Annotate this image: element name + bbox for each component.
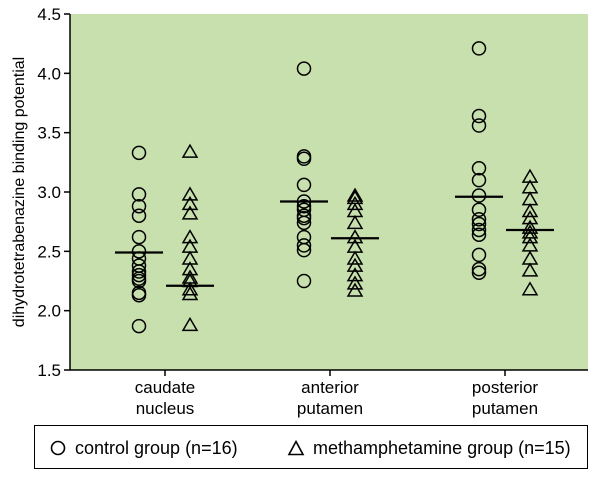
methamphetamine-point xyxy=(346,229,364,244)
methamphetamine-point xyxy=(181,143,199,158)
control-point xyxy=(131,208,147,223)
plot-area xyxy=(70,14,588,370)
legend: control group (n=16) methamphetamine gro… xyxy=(34,425,588,469)
methamphetamine-point xyxy=(181,229,199,244)
y-axis-label: dihydrotetrabenazine binding potential xyxy=(11,57,28,327)
methamphetamine-point xyxy=(521,202,539,218)
control-point xyxy=(471,161,487,176)
y-tick-label: 3.0 xyxy=(37,183,61,202)
x-tick-label: putamen xyxy=(297,399,363,418)
control-point xyxy=(471,172,487,188)
control-point xyxy=(471,216,487,232)
methamphetamine-point xyxy=(181,186,199,201)
legend-item-meth: methamphetamine group (n=15) xyxy=(287,426,571,470)
methamphetamine-point xyxy=(346,195,364,211)
methamphetamine-point xyxy=(181,316,199,332)
control-point xyxy=(131,273,147,289)
control-point xyxy=(471,222,487,238)
methamphetamine-point xyxy=(521,262,539,277)
x-tick-label: nucleus xyxy=(136,399,195,418)
control-point xyxy=(131,229,147,245)
control-point xyxy=(471,261,487,277)
y-tick-label: 4.0 xyxy=(37,64,61,83)
legend-label-meth: methamphetamine group (n=15) xyxy=(313,437,571,458)
control-point xyxy=(131,198,147,214)
control-point xyxy=(131,145,147,161)
x-tick-label: putamen xyxy=(472,399,538,418)
legend-item-control: control group (n=16) xyxy=(49,426,238,470)
control-point xyxy=(471,202,487,218)
control-point xyxy=(296,177,312,193)
legend-label-control: control group (n=16) xyxy=(75,437,238,458)
methamphetamine-point xyxy=(346,187,364,202)
mean-lines xyxy=(115,195,554,287)
y-tick-label: 1.5 xyxy=(37,361,61,380)
control-point xyxy=(471,118,487,133)
y-tick-label: 2.5 xyxy=(37,242,61,261)
methamphetamine-point xyxy=(346,250,364,265)
control-point xyxy=(471,227,487,242)
chart: 1.5 2.0 2.5 3.0 3.5 4.0 4.5 caudate nucleus ante… xyxy=(11,5,588,418)
control-point xyxy=(131,287,147,303)
control-point xyxy=(296,242,312,258)
control-point xyxy=(131,267,147,283)
control-point xyxy=(296,238,312,253)
control-point xyxy=(471,247,487,263)
methamphetamine-point xyxy=(181,281,199,296)
methamphetamine-point xyxy=(346,282,364,297)
control-point xyxy=(296,61,312,76)
control-point xyxy=(471,41,487,56)
control-point xyxy=(296,151,312,167)
control-point xyxy=(471,108,487,124)
methamphetamine-point xyxy=(521,219,539,234)
control-point xyxy=(471,212,487,227)
x-tick-label: caudate xyxy=(135,378,196,397)
circle-marker-icon xyxy=(50,440,66,456)
methamphetamine-point xyxy=(181,195,199,211)
triangle-marker-icon xyxy=(287,439,305,456)
x-axis: caudate nucleus anterior putamen posterior pu… xyxy=(70,369,588,418)
methamphetamine-point xyxy=(521,281,539,296)
methamphetamine-point xyxy=(346,257,364,272)
control-point xyxy=(131,187,147,202)
control-point xyxy=(296,210,312,226)
control-point xyxy=(296,198,312,214)
methamphetamine-point xyxy=(181,205,199,220)
methamphetamine-point xyxy=(346,275,364,290)
x-tick-label: posterior xyxy=(472,378,538,397)
control-point xyxy=(471,265,487,280)
methamphetamine-point xyxy=(521,210,539,225)
y-tick-label: 2.0 xyxy=(37,302,61,321)
control-point xyxy=(131,264,147,279)
methamphetamine-point xyxy=(521,229,539,244)
control-point xyxy=(471,188,487,203)
control-point xyxy=(296,215,312,231)
methamphetamine-point xyxy=(181,286,199,301)
methamphetamine-point xyxy=(346,214,364,230)
y-tick-label: 3.5 xyxy=(37,124,61,143)
y-axis: 1.5 2.0 2.5 3.0 3.5 4.0 4.5 xyxy=(37,5,71,380)
methamphetamine-point xyxy=(346,267,364,282)
control-point xyxy=(131,318,147,334)
y-tick-label: 4.5 xyxy=(37,5,61,24)
control-point xyxy=(296,273,312,289)
control-point xyxy=(131,244,147,259)
x-tick-label: anterior xyxy=(301,378,359,397)
